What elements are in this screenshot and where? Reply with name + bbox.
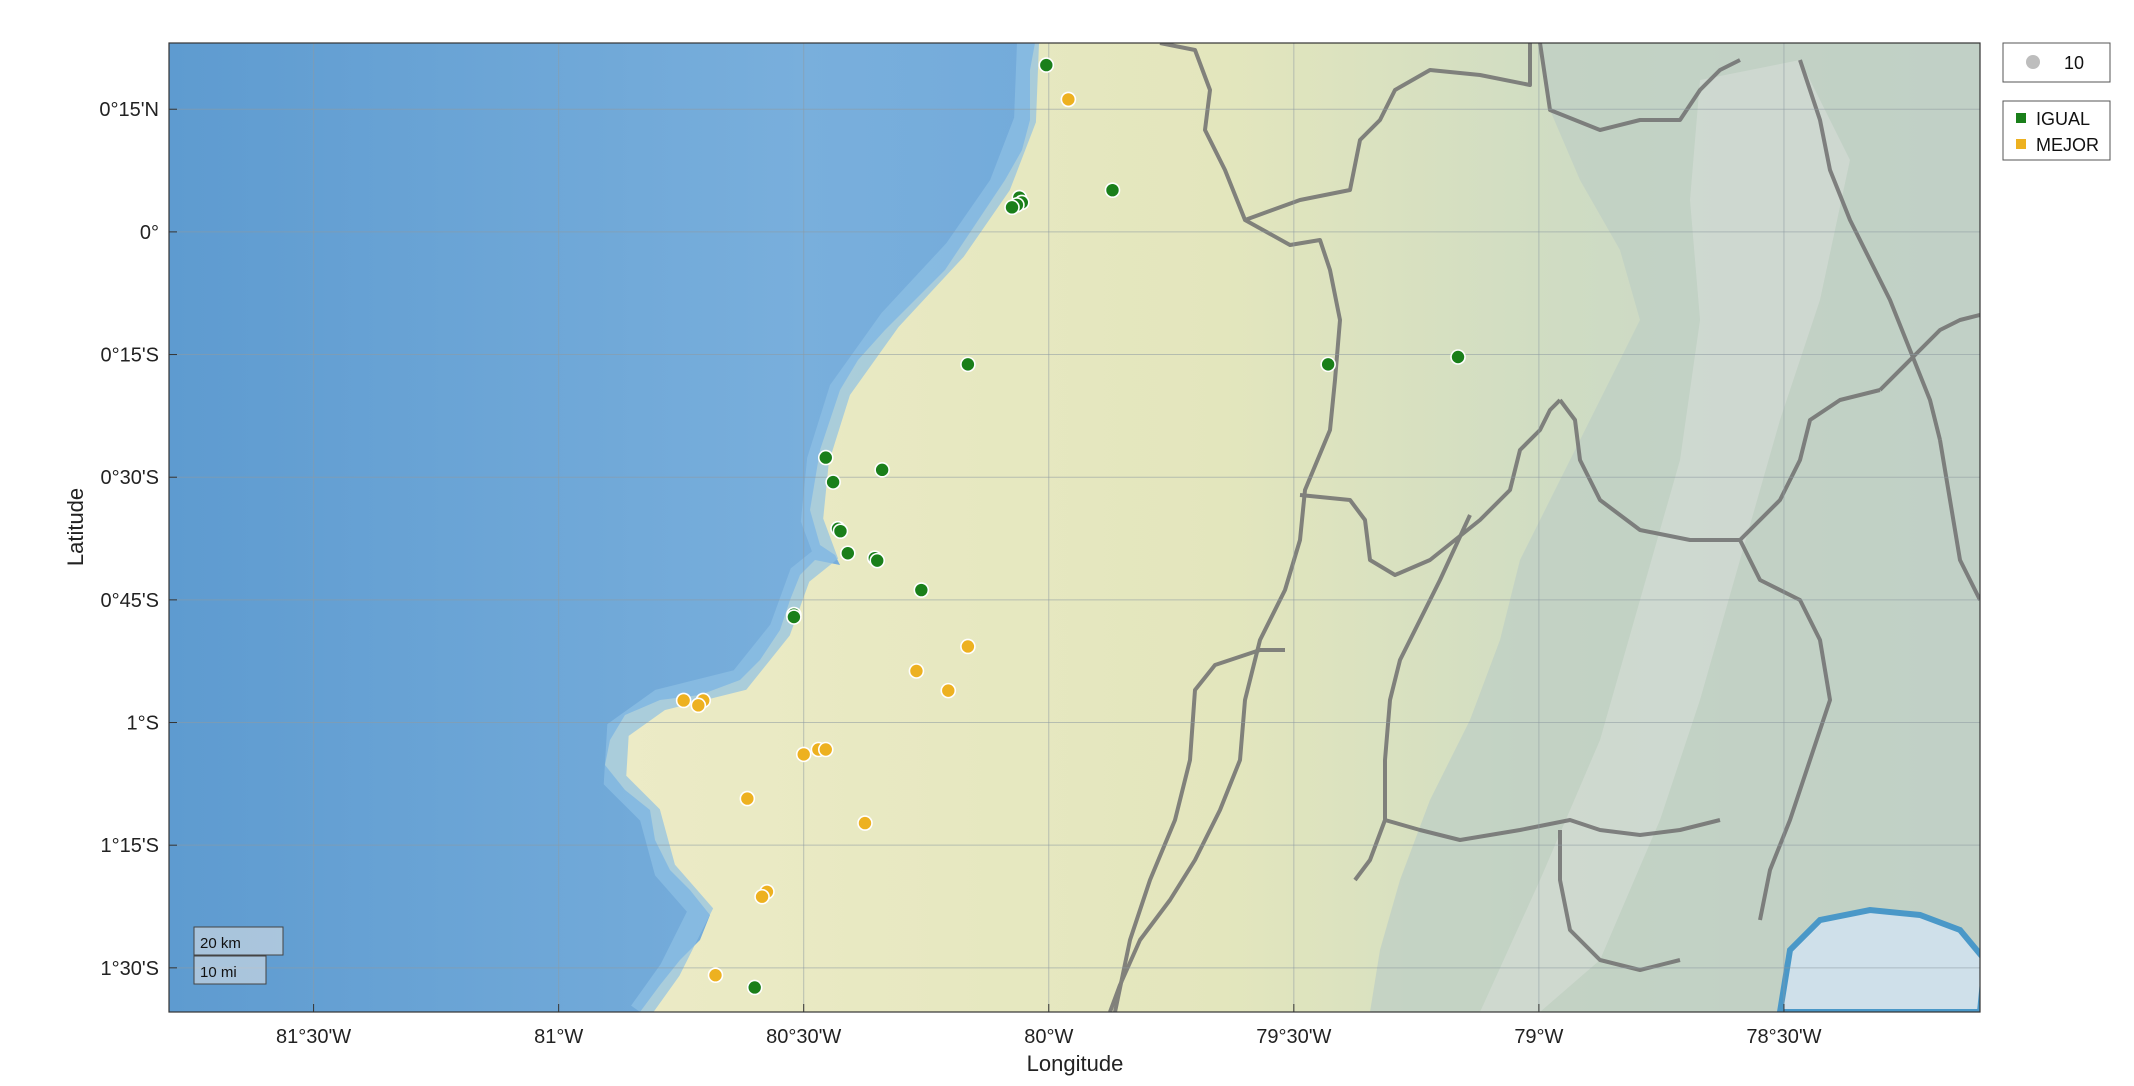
point-mejor: [795, 746, 812, 763]
borders: [1108, 43, 1980, 1012]
point-mejor: [857, 815, 873, 831]
point-mejor: [960, 638, 976, 655]
point-igual: [817, 449, 834, 466]
legend-swatch-mejor: [2016, 139, 2026, 149]
basemap: [169, 43, 1980, 1012]
point-mejor: [1060, 91, 1077, 108]
point-igual: [1320, 356, 1336, 373]
point-mejor: [817, 741, 834, 758]
legend-label-igual: IGUAL: [2036, 109, 2090, 129]
point-igual: [832, 523, 849, 539]
size-legend: 10: [2002, 42, 2111, 83]
x-tick-label: 81°W: [534, 1026, 583, 1048]
point-igual: [825, 474, 841, 490]
y-tick-label: 0°30'S: [100, 467, 159, 489]
scale-bar-km-box: [193, 926, 284, 956]
x-axis-title: Longitude: [1027, 1051, 1124, 1076]
y-tick-label: 1°S: [127, 713, 159, 735]
y-tick-label: 1°30'S: [100, 958, 159, 980]
y-tick-label: 0°: [140, 222, 159, 244]
point-igual: [1104, 182, 1121, 198]
point-mejor: [690, 697, 707, 714]
point-igual: [960, 356, 976, 373]
axes-frame: [168, 42, 1981, 1013]
scale-bar: 20 km 10 mi: [193, 926, 284, 985]
size-legend-box: [2002, 42, 2111, 83]
data-points: [675, 57, 1466, 996]
x-tick-label: 78°30'W: [1746, 1026, 1821, 1048]
scale-bar-km-label: 20 km: [200, 935, 241, 952]
point-mejor: [754, 888, 770, 905]
x-tick-label: 80°W: [1024, 1026, 1073, 1048]
point-igual: [840, 545, 856, 562]
category-legend: IGUAL MEJOR: [2002, 100, 2111, 161]
point-mejor: [940, 682, 957, 699]
scale-bar-mi-box: [193, 955, 267, 985]
point-mejor: [675, 692, 692, 709]
grid: [169, 43, 1980, 1012]
point-igual: [1004, 199, 1020, 216]
scale-bar-mi-label: 10 mi: [200, 964, 237, 981]
y-tick-label: 0°15'N: [99, 99, 159, 121]
point-igual: [746, 979, 763, 996]
y-axis-title: Latitude: [63, 488, 88, 566]
x-tick-label: 79°W: [1514, 1026, 1563, 1048]
lake: [1776, 906, 1980, 1012]
point-mejor: [707, 967, 724, 984]
point-igual: [1450, 349, 1466, 365]
point-igual: [874, 462, 890, 478]
category-legend-box: [2002, 100, 2111, 161]
point-mejor: [739, 790, 756, 807]
legend-swatch-igual: [2016, 113, 2026, 123]
size-legend-marker: [2026, 55, 2040, 69]
point-igual: [1038, 57, 1055, 73]
point-igual: [869, 552, 886, 569]
size-legend-label: 10: [2064, 53, 2084, 73]
y-tick-label: 0°45'S: [100, 590, 159, 612]
legend-label-mejor: MEJOR: [2036, 135, 2099, 155]
point-mejor: [908, 663, 925, 679]
y-tick-label: 0°15'S: [100, 345, 159, 367]
y-tick-label: 1°15'S: [100, 835, 159, 857]
point-igual: [786, 609, 802, 625]
x-tick-label: 79°30'W: [1256, 1026, 1331, 1048]
point-igual: [913, 582, 930, 598]
ticks: 81°30'W 81°W 80°30'W 80°W 79°30'W 79°W 78°30'W…: [99, 99, 1821, 1048]
coastal-shelf: [603, 43, 1039, 1012]
x-tick-label: 81°30'W: [276, 1026, 351, 1048]
x-tick-label: 80°30'W: [766, 1026, 841, 1048]
